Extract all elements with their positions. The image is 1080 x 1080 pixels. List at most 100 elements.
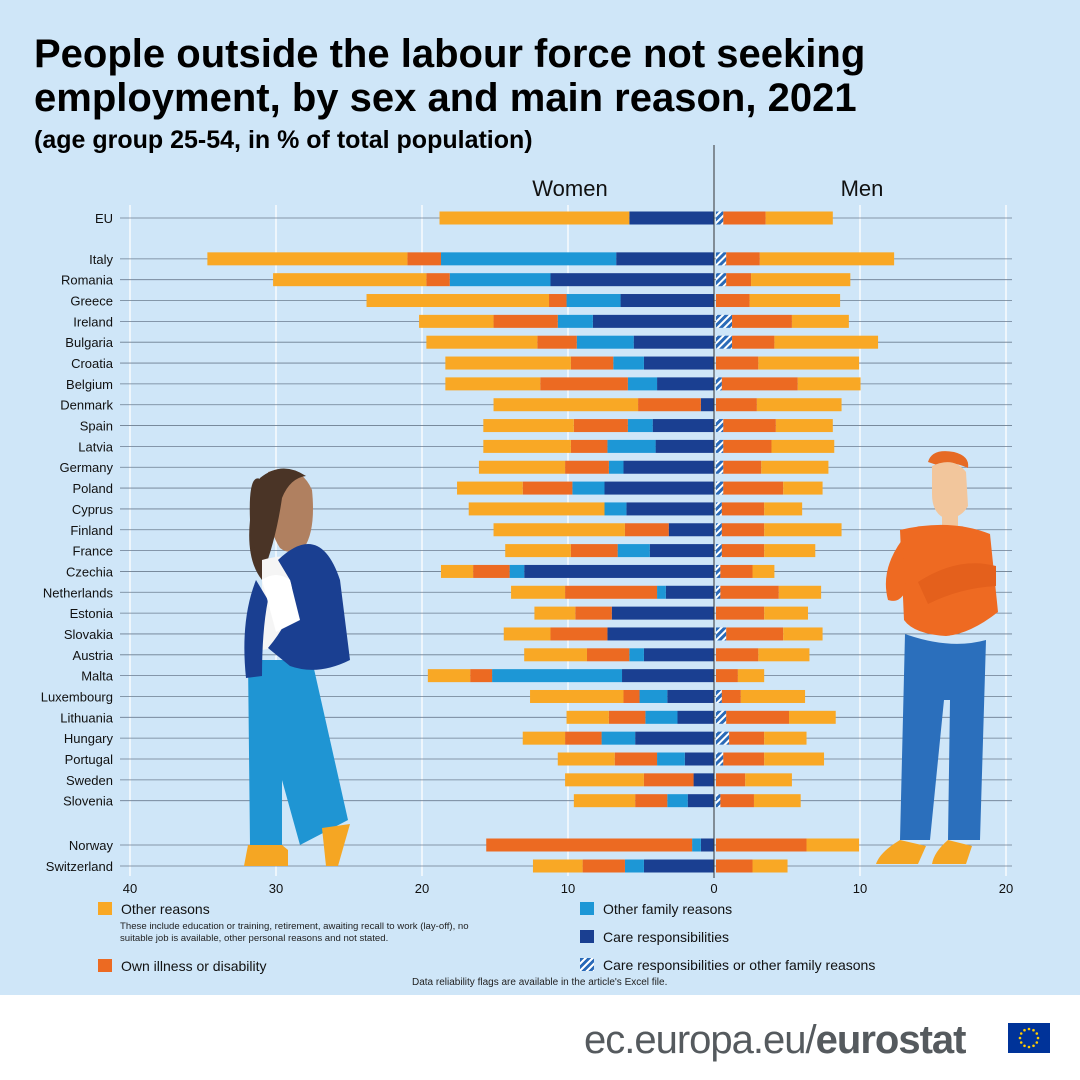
bar-women-other-family [557,314,593,328]
bar-women-other-reasons [419,314,494,328]
country-label: Croatia [71,356,114,371]
flag-star [1019,1032,1023,1035]
legend-label-own-illness: Own illness or disability [121,958,267,974]
bar-women-other-reasons [468,502,605,516]
bar-women-care [700,838,714,852]
bar-women-care [616,252,714,266]
bar-women-own-illness [426,273,450,287]
country-label: Greece [70,294,113,309]
bar-men-own-illness [716,648,759,662]
bar-men-care-or-family [716,544,722,558]
bar-men-care-or-family [716,689,722,703]
source-url[interactable]: ec.europa.eu/eurostat [584,1018,967,1063]
bar-men-own-illness [726,627,784,641]
bar-women-own-illness [570,544,618,558]
source-brand: eurostat [815,1018,967,1062]
bar-men-own-illness [720,564,753,578]
flag-star [1018,1036,1022,1040]
flag-star [1027,1027,1031,1031]
bar-men-own-illness [732,314,792,328]
bar-men-care-or-family [716,460,724,474]
bar-men-other-reasons [737,669,765,683]
bar-women-care [652,419,714,433]
woman-illustration [244,468,350,866]
bar-men-care-or-family [716,335,733,349]
bar-women-own-illness [565,460,609,474]
country-label: Czechia [66,564,114,579]
bar-women-other-reasons [493,398,639,412]
bar-women-other-family [607,439,656,453]
bar-women-other-reasons [493,523,625,537]
bar-men-own-illness [726,252,760,266]
bar-women-other-family [657,585,666,599]
flag-star [1019,1041,1023,1044]
bar-women-other-family [613,356,644,370]
bar-men-own-illness [716,606,765,620]
bar-women-own-illness [635,794,668,808]
x-tick-label: 20 [415,881,429,896]
bar-women-other-reasons [445,356,571,370]
bar-women-other-reasons [565,773,644,787]
bar-men-other-reasons [751,273,851,287]
bar-men-other-reasons [764,606,808,620]
bar-men-other-reasons [764,523,842,537]
country-label: Bulgaria [65,335,113,350]
chart-svg: EU Italy Romania Greece Ireland Bulgaria Croat… [41,145,1013,896]
bar-men-care-or-family [716,523,722,537]
bar-men-care-or-family [716,752,724,766]
chart-title: People outside the labour force not seek… [34,32,866,120]
bar-women-care [667,689,714,703]
bar-women-other-family [617,544,650,558]
bar-men-care-or-family [716,731,730,745]
bar-men-other-reasons [764,731,807,745]
bar-women-other-reasons [573,794,636,808]
bar-men-care-or-family [716,585,721,599]
bar-men-own-illness [716,838,807,852]
bar-women-own-illness [565,585,658,599]
x-tick-label: 20 [999,881,1013,896]
footer [0,995,1080,1080]
bar-men-care-or-family [716,627,727,641]
bar-men-own-illness [723,211,766,225]
bar-men-other-reasons [778,585,822,599]
country-label: Luxembourg [41,689,113,704]
bar-men-other-reasons [764,544,816,558]
x-tick-label: 10 [853,881,867,896]
legend-care: Care responsibilities [580,929,729,945]
bar-women-own-illness [549,294,567,308]
country-label: Denmark [60,398,113,413]
country-label: Lithuania [60,710,114,725]
x-tick-label: 10 [561,881,575,896]
bar-men-own-illness [720,794,754,808]
bar-men-care-or-family [716,439,724,453]
bar-women-other-family [576,335,634,349]
bar-women-other-family [639,689,668,703]
bar-women-other-reasons [532,859,583,873]
bar-women-own-illness [573,419,628,433]
bar-women-care [626,502,714,516]
bar-women-own-illness [407,252,441,266]
bar-women-own-illness [473,564,510,578]
bar-men-care-or-family [716,273,727,287]
bar-women-care [684,752,714,766]
bar-women-other-reasons [483,439,571,453]
bar-men-own-illness [729,731,765,745]
bar-men-own-illness [716,294,750,308]
flag-star [1023,1044,1026,1048]
bar-men-care-or-family [716,710,727,724]
legend-care-or-family: Care responsibilities or other family re… [580,957,875,973]
bar-men-other-reasons [745,773,792,787]
bar-men-own-illness [721,523,765,537]
bar-men-own-illness [723,481,784,495]
bar-women-care [607,627,714,641]
bar-women-other-reasons [445,377,541,391]
bar-men-own-illness [721,377,798,391]
bar-women-care [635,731,714,745]
bar-women-other-family [572,481,605,495]
bar-women-care [693,773,714,787]
bar-men-own-illness [723,419,776,433]
bar-men-care-or-family [716,419,724,433]
x-tick-label: 40 [123,881,137,896]
bar-women-other-family [629,648,644,662]
bar-women-other-reasons [439,211,630,225]
